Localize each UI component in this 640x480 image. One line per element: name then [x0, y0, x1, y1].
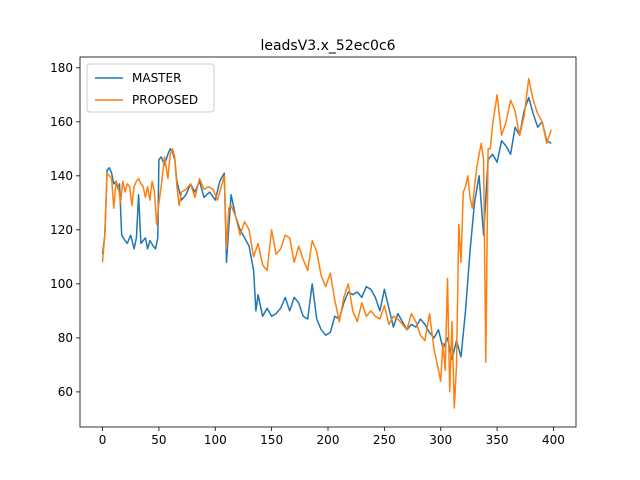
y-tick-label: 120: [50, 223, 73, 237]
x-tick-label: 400: [542, 433, 565, 447]
series-line-master: [101, 96, 552, 361]
x-tick-label: 100: [204, 433, 227, 447]
legend-label-proposed: PROPOSED: [132, 93, 198, 107]
legend-label-master: MASTER: [132, 71, 181, 85]
y-tick-label: 100: [50, 277, 73, 291]
y-tick-label: 140: [50, 169, 73, 183]
x-tick-label: 150: [260, 433, 283, 447]
x-tick-label: 300: [429, 433, 452, 447]
x-tick-label: 200: [317, 433, 340, 447]
x-tick-label: 250: [373, 433, 396, 447]
y-tick-label: 160: [50, 115, 73, 129]
y-tick-label: 80: [58, 331, 73, 345]
x-tick-label: 50: [151, 433, 166, 447]
series-line-proposed: [101, 77, 552, 409]
y-tick-label: 180: [50, 61, 73, 75]
x-tick-label: 0: [99, 433, 107, 447]
x-tick-label: 350: [486, 433, 509, 447]
y-tick-label: 60: [58, 385, 73, 399]
chart-title: leadsV3.x_52ec0c6: [260, 38, 395, 54]
plot-area: 0 50 100 150 200 250 300 350 400 60 80 100 120 140 160…: [50, 56, 577, 447]
